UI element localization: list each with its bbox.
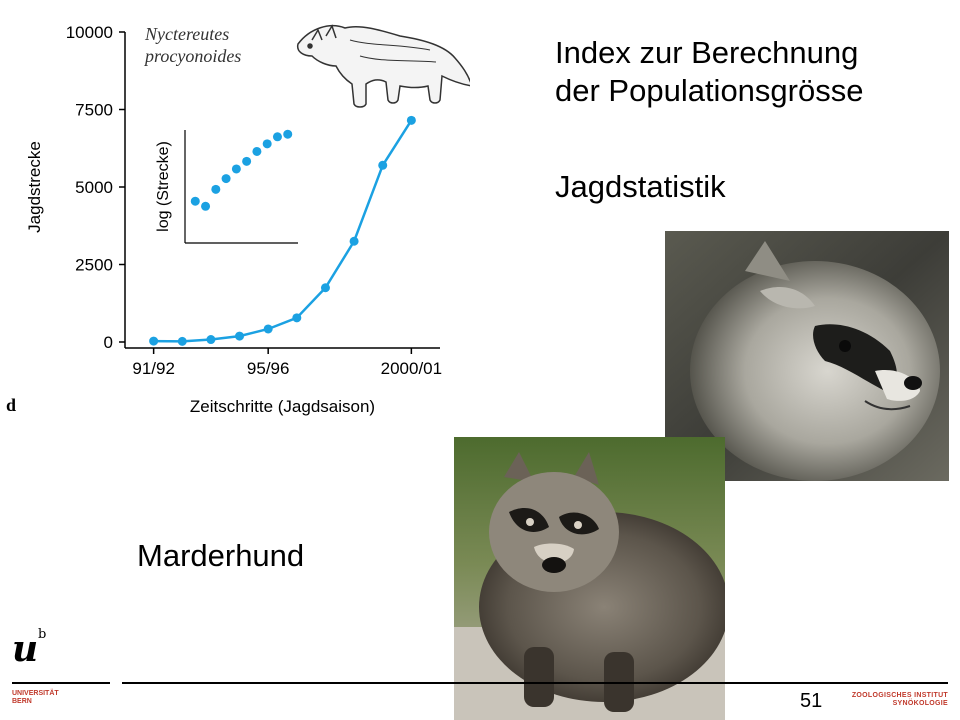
inset-plot: log (Strecke) — [155, 129, 298, 244]
slide-title-line1: Index zur Berechnung — [555, 35, 859, 70]
page-number: 51 — [800, 690, 823, 712]
y-tick-label: 7500 — [75, 101, 113, 120]
y-tick-label: 0 — [104, 333, 113, 352]
slide-title-line2: der Populationsgrösse — [555, 73, 864, 108]
university-logo-superscript: b — [38, 627, 47, 642]
data-point — [206, 335, 216, 345]
data-point — [235, 331, 245, 341]
inset-data-point — [283, 129, 293, 139]
inset-data-point — [262, 139, 272, 149]
raccoon-dog-body-photo — [454, 437, 725, 720]
university-logo-line1: UNIVERSITÄT — [12, 690, 59, 697]
x-tick-label: 2000/01 — [381, 359, 442, 378]
inset-data-point — [242, 156, 252, 166]
inset-data-point — [190, 196, 200, 206]
caption-marderhund: Marderhund — [137, 538, 305, 573]
species-name-line2: procyonoides — [143, 46, 241, 66]
footer-rule-left — [12, 682, 110, 684]
data-point — [378, 160, 388, 170]
raccoon-dog-body-image — [454, 437, 725, 720]
main-plot: 0 2500 5000 7500 10000 91/92 95/96 2000/01 Zeits… — [25, 23, 442, 416]
data-point — [177, 336, 187, 346]
species-name-line1: Nyctereutes — [144, 24, 229, 44]
chart-area: 0 2500 5000 7500 10000 91/92 95/96 2000/01 Zeits… — [6, 23, 470, 416]
x-axis-label: Zeitschritte (Jagdsaison) — [190, 397, 375, 416]
inset-data-point — [221, 174, 231, 184]
institute-logo-line2: SYNÖKOLOGIE — [892, 700, 948, 707]
inset-data-point — [272, 132, 282, 142]
data-point — [349, 236, 359, 246]
university-logo-line2: BERN — [12, 698, 32, 705]
data-point — [320, 283, 330, 293]
inset-data-point — [201, 201, 211, 211]
institute-logo-line1: ZOOLOGISCHES INSTITUT — [851, 692, 948, 699]
university-logo-mark: u — [12, 628, 39, 670]
data-point — [149, 336, 159, 346]
inset-data-point — [211, 184, 221, 194]
x-tick-label: 91/92 — [132, 359, 175, 378]
y-tick-label: 5000 — [75, 178, 113, 197]
inset-data-point — [231, 164, 241, 174]
slide-subtitle: Jagdstatistik — [555, 169, 726, 204]
x-tick-label: 95/96 — [247, 359, 290, 378]
y-axis-label: Jagdstrecke — [25, 141, 44, 233]
series-line — [153, 119, 413, 343]
inset-y-axis-label: log (Strecke) — [155, 141, 172, 232]
footer-rule-right — [122, 682, 948, 684]
data-point — [292, 313, 302, 323]
data-point — [263, 324, 273, 334]
raccoon-dog-drawing-icon — [296, 24, 470, 108]
panel-label: d — [6, 395, 16, 415]
data-point — [406, 115, 416, 125]
y-tick-label: 2500 — [75, 256, 113, 275]
inset-data-point — [252, 146, 262, 156]
y-tick-label: 10000 — [66, 23, 113, 42]
